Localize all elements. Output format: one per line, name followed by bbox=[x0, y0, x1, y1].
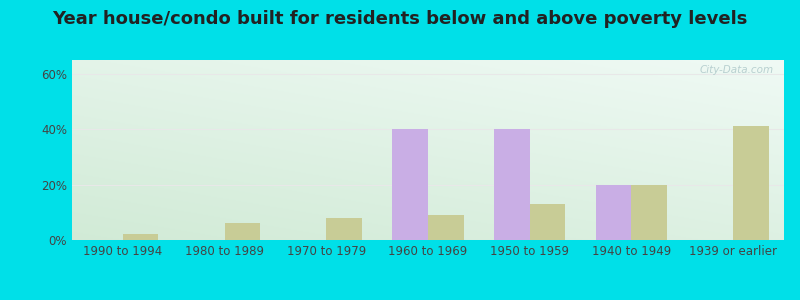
Bar bbox=[225, 224, 260, 240]
Bar bbox=[596, 184, 631, 240]
Bar bbox=[123, 235, 158, 240]
Text: City-Data.com: City-Data.com bbox=[699, 65, 774, 75]
Bar bbox=[392, 129, 428, 240]
Bar bbox=[631, 184, 667, 240]
Text: Year house/condo built for residents below and above poverty levels: Year house/condo built for residents bel… bbox=[52, 11, 748, 28]
Bar bbox=[326, 218, 362, 240]
Bar bbox=[428, 215, 464, 240]
Bar bbox=[494, 129, 530, 240]
Bar bbox=[733, 127, 769, 240]
Bar bbox=[530, 204, 566, 240]
